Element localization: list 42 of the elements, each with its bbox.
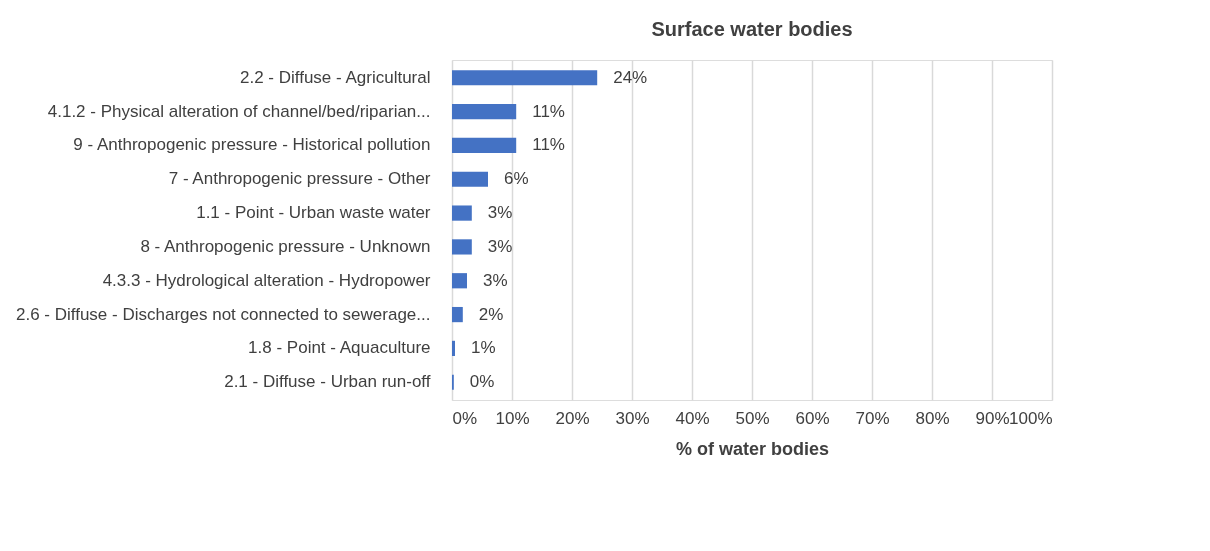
y-tick-label: 1.8 - Point - Aquaculture <box>248 338 431 358</box>
data-label: 3% <box>483 270 508 290</box>
y-tick-label: 2.2 - Diffuse - Agricultural <box>239 67 431 87</box>
bar <box>452 306 463 323</box>
y-tick-label: 2.1 - Diffuse - Urban run-off <box>224 372 431 392</box>
chart-title: Surface water bodies <box>651 18 853 40</box>
bar <box>452 239 472 255</box>
data-label: 2% <box>478 304 504 324</box>
x-tick-label: 10% <box>495 408 530 428</box>
y-tick-label: 4.1.2 - Physical alteration of channel/bed/riparian... <box>47 101 431 121</box>
bar <box>452 171 488 187</box>
bar <box>452 340 455 357</box>
x-tick-label: 80% <box>915 408 950 428</box>
x-tick-label: 40% <box>675 408 710 428</box>
data-label: 0% <box>469 372 495 392</box>
y-tick-label: 4.3.3 - Hydrological alteration - Hydropower <box>102 270 431 290</box>
data-label: 11% <box>532 135 565 155</box>
bar <box>452 70 598 86</box>
bar <box>452 137 517 154</box>
data-label: 24% <box>613 67 648 87</box>
bar <box>452 205 472 221</box>
y-tick-label: 8 - Anthropogenic pressure - Unknown <box>140 236 431 256</box>
x-tick-label: 30% <box>615 408 650 428</box>
bar <box>452 103 517 120</box>
data-label: 11% <box>532 101 565 121</box>
y-tick-label: 7 - Anthropogenic pressure - Other <box>168 169 431 189</box>
data-label: 6% <box>504 169 529 189</box>
data-label: 3% <box>487 203 513 223</box>
x-tick-label: 20% <box>555 408 590 428</box>
x-tick-label: 70% <box>855 408 890 428</box>
x-tick-label: 60% <box>795 408 830 428</box>
y-tick-label: 1.1 - Point - Urban waste water <box>196 203 431 223</box>
data-label: 3% <box>487 236 513 256</box>
x-tick-label: 90% <box>975 408 1010 428</box>
x-tick-label: 100% <box>1009 408 1053 428</box>
x-tick-label: 0% <box>452 408 478 428</box>
x-tick-label: 50% <box>735 408 770 428</box>
y-tick-label: 2.6 - Diffuse - Discharges not connected to sewerage... <box>15 304 431 324</box>
data-label: 1% <box>471 338 496 358</box>
y-tick-label: 9 - Anthropogenic pressure - Historical pollution <box>73 135 431 155</box>
x-axis-title: % of water bodies <box>675 438 830 459</box>
bar <box>452 273 467 289</box>
